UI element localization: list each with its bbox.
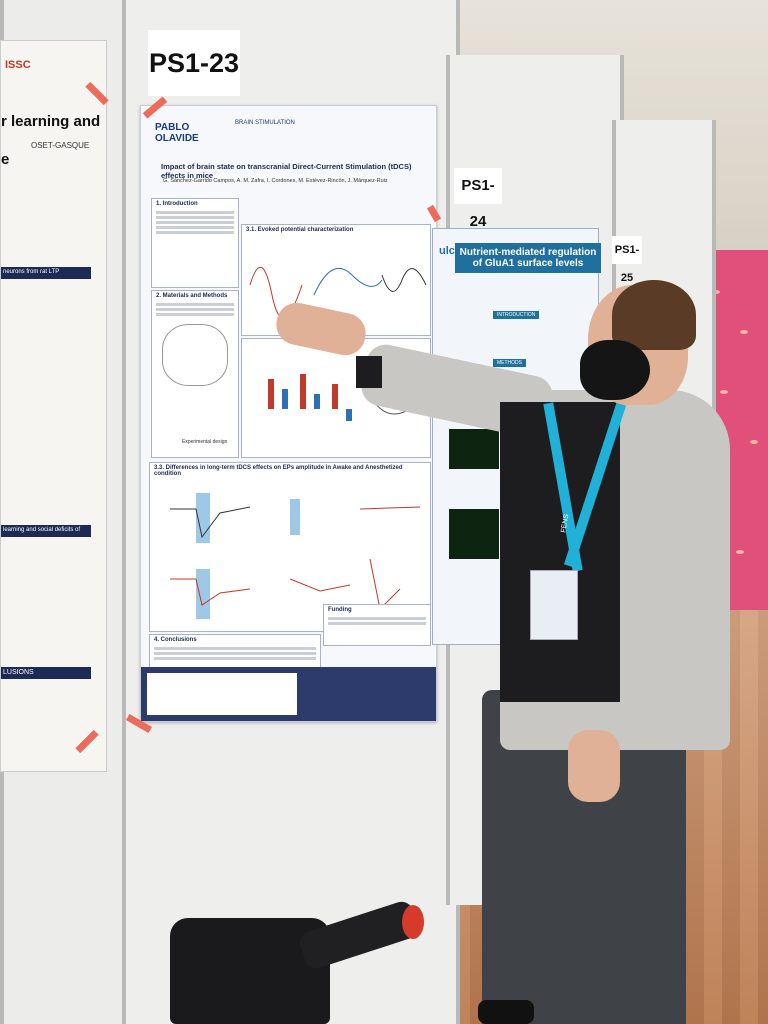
left-poster-section-b: learning and social deficits of [3,527,81,533]
funding-box: Funding [323,604,431,646]
longterm-box: 3.3. Differences in long-term tDCS effec… [149,462,431,632]
left-poster-title-2: e [1,151,10,168]
lab-logo: BRAIN STIMULATION [235,120,295,126]
micrograph-1 [449,429,499,469]
intro-heading: 1. Introduction [156,201,198,207]
funding-heading: Funding [328,607,352,613]
middle-poster-methods: METHODS [493,359,526,367]
left-poster: ISSC r learning and e OSET-GASQUE neuron… [0,40,107,772]
design-label: Experimental design [182,439,228,445]
face-mask [580,340,650,400]
left-poster-title-1: r learning and [1,113,101,130]
board-label-far: PS1-25 [612,236,642,284]
poster-title: Impact of brain state on transcranial Di… [161,162,412,180]
poster-footer [141,667,436,721]
middle-poster-logo: ulc [439,245,455,257]
shoe [478,1000,534,1024]
board-label-main: PS1-23 [148,30,240,96]
methods-heading: 2. Materials and Methods [156,293,228,299]
micrograph-2 [449,509,499,559]
left-poster-author: OSET-GASQUE [31,141,90,150]
left-poster-bar-b [1,525,91,537]
left-hand [568,730,620,802]
university-logo: PABLO OLAVIDE [155,122,199,144]
middle-poster-title: Nutrient-mediated regulation of GluA1 su… [455,243,601,273]
methods-box: 2. Materials and Methods Experimental de… [151,290,239,458]
left-poster-bar-a [1,267,91,279]
intro-box: 1. Introduction [151,198,239,288]
left-poster-section-c: LUSIONS [3,669,34,676]
longterm-heading: 3.3. Differences in long-term tDCS effec… [154,465,403,477]
main-poster: PABLO OLAVIDE BRAIN STIMULATION Impact o… [140,105,437,722]
evoked-heading: 3.1. Evoked potential characterization [246,227,354,233]
conclusions-heading: 4. Conclusions [154,637,197,643]
name-badge [530,570,578,640]
board-label-middle: PS1-24 [454,168,502,230]
longterm-plots [170,493,421,619]
poster-header: PABLO OLAVIDE BRAIN STIMULATION [149,114,429,164]
hair [612,280,696,350]
tube-cap [402,905,424,939]
left-poster-section-a: neurons from rat LTP [3,269,60,275]
left-poster-logo: ISSC [5,59,31,71]
poster-authors: G. Sánchez-Garrido Campos, A. M. Zafra, … [163,178,388,184]
shirt-cuff [356,356,382,388]
middle-poster-intro: INTRODUCTION [493,311,540,319]
left-poster-bar-c [1,667,91,679]
